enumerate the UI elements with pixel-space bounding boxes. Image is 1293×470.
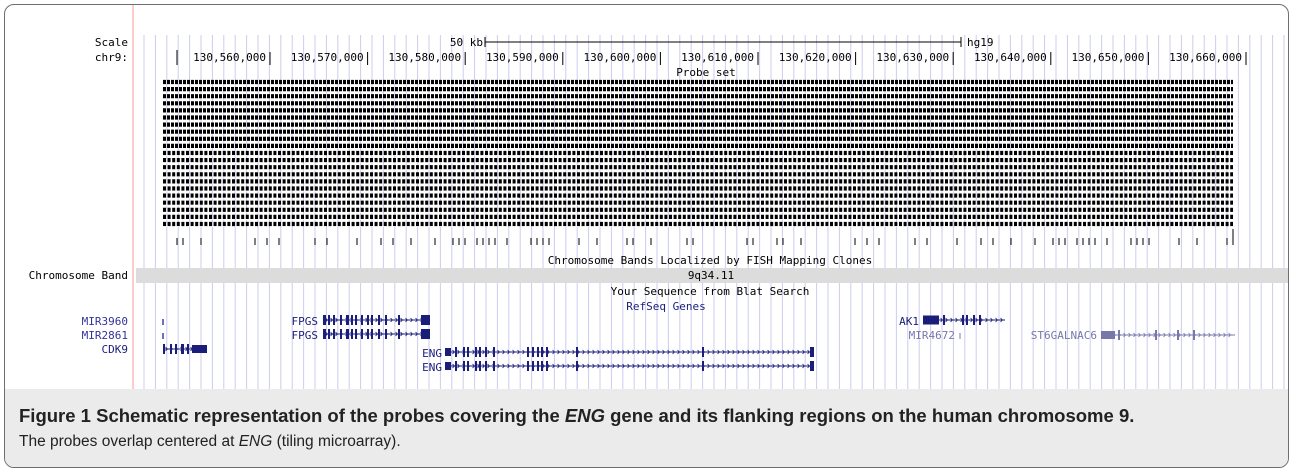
position-ruler: 130,560,000 130,570,000 130,580,000 130,… bbox=[176, 50, 1247, 65]
chromosome-band-bar bbox=[136, 268, 1288, 283]
fpgs-gene-1 bbox=[323, 315, 430, 325]
gene-label-fpgs-2: FPGS bbox=[292, 329, 319, 342]
chr-label: chr9: bbox=[95, 51, 128, 64]
probe-row bbox=[163, 150, 1233, 157]
position-label: 130,590,000 bbox=[486, 51, 559, 64]
gene-label-eng-2: ENG bbox=[422, 361, 442, 374]
blat-track-title: Your Sequence from Blat Search bbox=[611, 285, 810, 298]
gene-label-ak1: AK1 bbox=[899, 315, 919, 328]
gene-models bbox=[162, 315, 1235, 371]
probe-row bbox=[163, 221, 1233, 228]
scale-label: Scale bbox=[95, 36, 128, 49]
caption-title-gene: ENG bbox=[564, 405, 605, 426]
probe-row bbox=[163, 179, 1233, 185]
probe-row bbox=[163, 193, 1233, 199]
position-label: 130,580,000 bbox=[388, 51, 461, 64]
position-label: 130,640,000 bbox=[974, 51, 1047, 64]
probe-row bbox=[163, 158, 1233, 164]
probe-set-track bbox=[163, 79, 1234, 245]
probe-row bbox=[163, 172, 1233, 178]
position-label: 130,560,000 bbox=[193, 51, 266, 64]
chromosome-band-label: Chromosome Band bbox=[29, 269, 128, 282]
gene-label-mir3960: MIR3960 bbox=[82, 315, 128, 328]
scale-bar-text: 50 kb bbox=[450, 36, 483, 49]
fish-track-title: Chromosome Bands Localized by FISH Mappi… bbox=[548, 254, 873, 267]
gene-label-fpgs-1: FPGS bbox=[292, 315, 319, 328]
probe-row bbox=[163, 214, 1233, 220]
caption-text-gene: ENG bbox=[238, 433, 273, 450]
gene-label-eng-1: ENG bbox=[422, 347, 442, 360]
genome-browser-image: Scale chr9: 50 kb hg19 130,560,000 130,5… bbox=[5, 5, 1288, 393]
probe-set-title: Probe set bbox=[676, 66, 736, 79]
caption-title: Figure 1 Schematic representation of the… bbox=[19, 405, 1134, 427]
eng-gene-1 bbox=[445, 347, 814, 357]
position-label: 130,610,000 bbox=[681, 51, 754, 64]
scale-bar: 50 kb hg19 bbox=[450, 36, 994, 49]
assembly-label: hg19 bbox=[967, 36, 994, 49]
refseq-track-title: RefSeq Genes bbox=[626, 300, 705, 313]
figure-frame: Scale chr9: 50 kb hg19 130,560,000 130,5… bbox=[4, 4, 1289, 468]
cdk9-gene bbox=[163, 344, 207, 354]
gene-label-st6galnac6: ST6GALNAC6 bbox=[1031, 329, 1097, 342]
position-label: 130,630,000 bbox=[876, 51, 949, 64]
gene-label-mir4672: MIR4672 bbox=[909, 329, 955, 342]
position-label: 130,600,000 bbox=[584, 51, 657, 64]
st6galnac6-gene bbox=[1101, 330, 1235, 340]
eng-gene-2 bbox=[445, 361, 814, 371]
caption-title-prefix: Figure 1 Schematic representation of the… bbox=[19, 405, 565, 426]
fpgs-gene-2 bbox=[323, 329, 430, 339]
probe-row bbox=[163, 165, 1233, 171]
probe-row bbox=[163, 207, 1233, 213]
position-label: 130,570,000 bbox=[291, 51, 364, 64]
probe-row bbox=[176, 229, 1234, 245]
band-name: 9q34.11 bbox=[688, 269, 734, 282]
probe-row bbox=[163, 200, 1233, 206]
caption-text: The probes overlap centered at ENG (tili… bbox=[19, 433, 401, 451]
caption-title-suffix: gene and its flanking regions on the hum… bbox=[604, 405, 1135, 426]
gene-label-cdk9: CDK9 bbox=[102, 343, 129, 356]
position-label: 130,620,000 bbox=[779, 51, 852, 64]
ak1-gene bbox=[923, 315, 1005, 325]
position-label: 130,650,000 bbox=[1072, 51, 1145, 64]
caption-text-prefix: The probes overlap centered at bbox=[19, 433, 239, 450]
figure-caption: Figure 1 Schematic representation of the… bbox=[5, 389, 1288, 467]
gene-label-mir2861: MIR2861 bbox=[82, 329, 128, 342]
probe-row bbox=[163, 186, 1233, 192]
caption-text-suffix: (tiling microarray). bbox=[272, 433, 401, 450]
position-label: 130,660,000 bbox=[1169, 51, 1242, 64]
